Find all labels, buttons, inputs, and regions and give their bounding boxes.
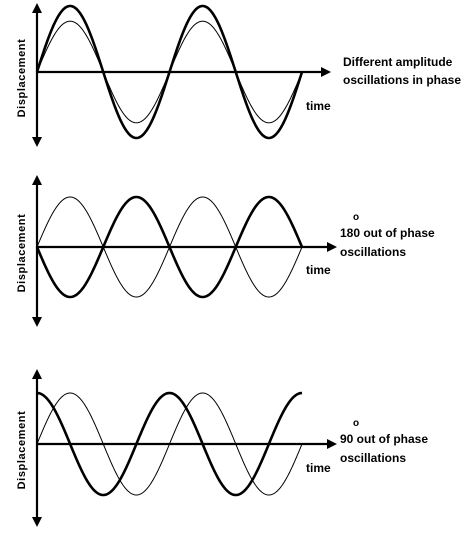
caption-line-1: 180 out of phase: [340, 226, 435, 240]
bold-wave: [35, 195, 304, 299]
waves: [35, 4, 304, 140]
degree-symbol: o: [353, 418, 359, 429]
x-axis-label: time: [306, 263, 331, 277]
degree-symbol: o: [353, 212, 359, 223]
y-axis-label: Displacement: [16, 39, 28, 118]
panel-2: Displacement time o 180 out of phase osc…: [16, 175, 435, 327]
caption-line-2: oscillations: [340, 245, 406, 259]
caption-line-2: oscillations in phase: [343, 73, 461, 87]
waves: [35, 195, 304, 299]
thin-wave: [36, 20, 303, 124]
x-axis-label: time: [306, 99, 331, 113]
thin-wave: [36, 392, 303, 496]
caption-line-2: oscillations: [340, 451, 406, 465]
panel-1: Displacement time Different amplitude os…: [16, 3, 461, 147]
x-axis-label: time: [306, 461, 331, 475]
caption-line-1: 90 out of phase: [340, 432, 428, 446]
bold-wave: [36, 391, 303, 497]
y-axis-label: Displacement: [16, 411, 28, 490]
caption-line-1: Different amplitude: [343, 55, 453, 69]
panel-3: Displacement time o 90 out of phase osci…: [16, 369, 428, 527]
waves: [36, 391, 303, 497]
y-axis-label: Displacement: [16, 214, 28, 293]
